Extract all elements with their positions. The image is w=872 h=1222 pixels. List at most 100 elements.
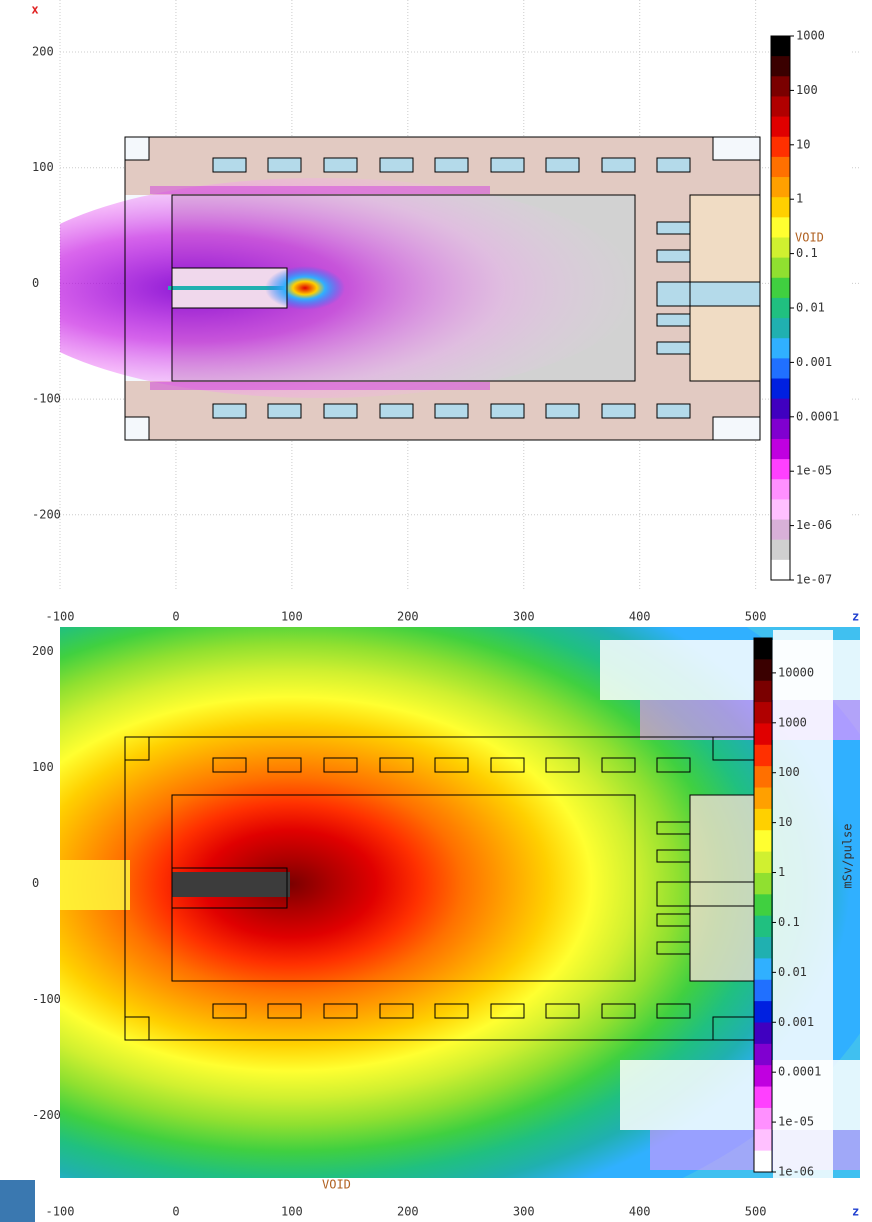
colorbar-segment (771, 438, 790, 460)
colorbar-segment (754, 680, 772, 703)
colorbar-tick-label: 1 (778, 865, 785, 879)
colorbar-tick-label: 1e-07 (796, 573, 832, 587)
shape (60, 178, 640, 398)
colorbar-segment (771, 479, 790, 500)
x-tick-label: 0 (172, 610, 179, 624)
colorbar-segment (754, 808, 772, 831)
colorbar-segment (754, 1129, 772, 1152)
colorbar-segment (754, 958, 772, 981)
slot-fill (657, 158, 690, 172)
colorbar-segment (771, 136, 790, 158)
x-axis-label: z (852, 1205, 859, 1219)
x-tick-label: 500 (745, 610, 767, 624)
shape (713, 417, 760, 440)
slot-fill (657, 282, 760, 306)
colorbar-segment (771, 56, 790, 77)
colorbar-segment (754, 766, 772, 789)
colorbar-segment (771, 519, 790, 541)
shape (690, 795, 760, 981)
y-tick-label: 100 (32, 160, 54, 174)
colorbar-segment (771, 96, 790, 118)
x-tick-label: 200 (397, 1205, 419, 1219)
colorbar-segment (771, 499, 790, 521)
y-tick-label: 0 (32, 876, 39, 890)
shape (213, 158, 760, 418)
colorbar-background (791, 28, 851, 588)
shape (60, 860, 130, 910)
colorbar-segment (771, 156, 790, 178)
x-tick-label: 0 (172, 1205, 179, 1219)
colorbar-segment (771, 318, 790, 339)
colorbar-tick-label: 1000 (778, 715, 807, 729)
slot-fill (546, 404, 579, 418)
colorbar-tick-label: 0.001 (778, 1015, 814, 1029)
colorbar-segment (771, 177, 790, 198)
shape (265, 266, 345, 310)
slot-fill (380, 404, 413, 418)
colorbar-tick-label: 0.1 (796, 246, 818, 260)
slot-fill (213, 404, 246, 418)
colorbar-segment (754, 830, 772, 853)
slot-fill (435, 404, 468, 418)
shape (125, 417, 149, 440)
x-tick-label: 100 (281, 610, 303, 624)
colorbar-segment (754, 702, 772, 724)
colorbar-tick-label: 0.01 (796, 301, 825, 315)
colorbar-segment (771, 217, 790, 238)
colorbar-segment (771, 338, 790, 359)
y-tick-label: 200 (32, 45, 54, 59)
slot-fill (657, 250, 690, 262)
y-tick-label: -200 (32, 507, 61, 521)
colorbar-segment (754, 638, 772, 660)
x-tick-label: -100 (46, 610, 75, 624)
slot-fill (657, 314, 690, 326)
colorbar-segment (754, 723, 772, 746)
y-tick-label: -100 (32, 392, 61, 406)
colorbar-tick-label: 0.001 (796, 355, 832, 369)
y-tick-label: -100 (32, 992, 61, 1006)
colorbar-segment (771, 277, 790, 299)
colorbar-segment (754, 659, 772, 682)
colorbar-segment (771, 76, 790, 97)
colorbar-tick-label: 1000 (796, 29, 825, 43)
shape (713, 137, 760, 160)
slot-fill (602, 158, 635, 172)
colorbar-segment (754, 872, 772, 895)
slot-fill (213, 158, 246, 172)
colorbar-segment (771, 459, 790, 480)
colorbar-tick-label: 1e-06 (796, 518, 832, 532)
colorbar-tick-label: 100 (778, 765, 800, 779)
slot-fill (546, 158, 579, 172)
colorbar-segment (771, 378, 790, 400)
shape (172, 872, 290, 897)
slot-fill (657, 342, 690, 354)
x-tick-label: 300 (513, 610, 535, 624)
colorbar-segment (754, 1001, 772, 1023)
colorbar-tick-label: 1e-05 (796, 464, 832, 478)
window-corner (0, 1180, 35, 1222)
bottom-plot (60, 627, 860, 1178)
slot-fill (380, 158, 413, 172)
colorbar-tick-label: 10 (778, 815, 792, 829)
colorbar-segment (754, 787, 772, 810)
x-axis-label: z (852, 610, 859, 624)
x-tick-label: 400 (629, 610, 651, 624)
void-annotation: VOID (322, 1178, 351, 1192)
colorbar-tick-label: 1e-05 (778, 1115, 814, 1129)
shape (168, 286, 290, 290)
colorbar-segment (754, 937, 772, 959)
top-plot (59, 0, 860, 590)
colorbar-segment (754, 1150, 772, 1173)
y-tick-label: -200 (32, 1108, 61, 1122)
y-axis-label: x (31, 3, 38, 17)
colorbar-segment (771, 116, 790, 138)
x-tick-label: 300 (513, 1205, 535, 1219)
y-tick-label: 0 (32, 276, 39, 290)
colorbar-segment (754, 1065, 772, 1088)
colorbar-tick-label: 10000 (778, 665, 814, 679)
void-annotation: VOID (795, 231, 824, 245)
slot-fill (324, 158, 357, 172)
y-tick-label: 200 (32, 644, 54, 658)
